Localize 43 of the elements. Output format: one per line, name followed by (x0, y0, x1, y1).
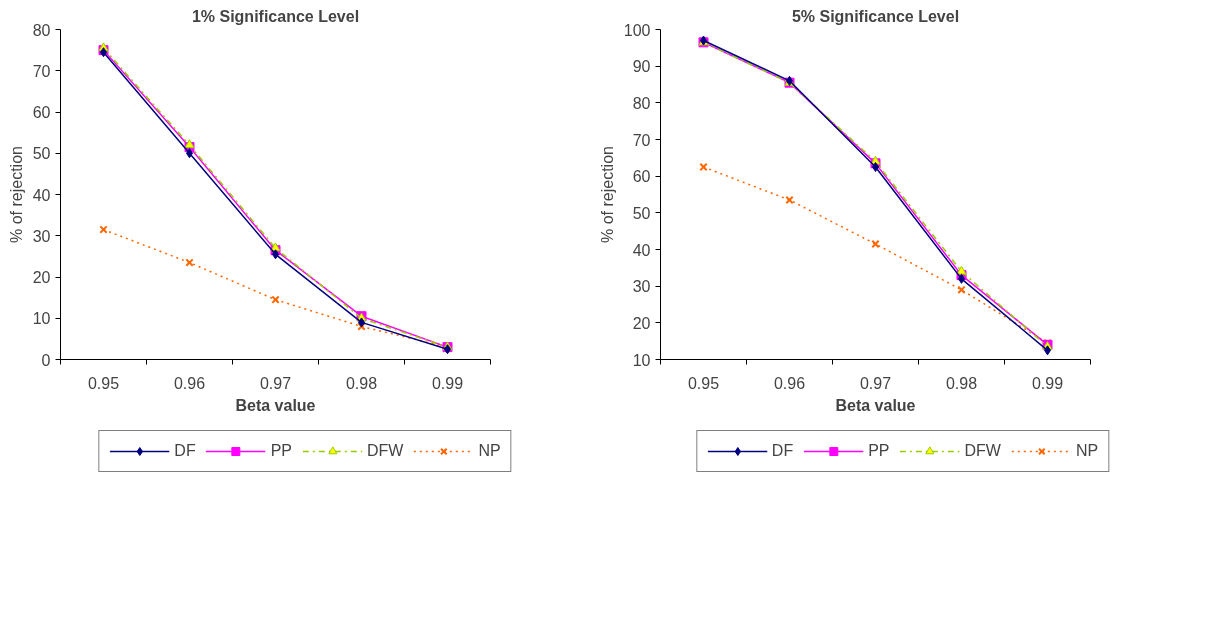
y-tick-label: 60 (632, 168, 651, 186)
y-tick-label: 40 (632, 241, 651, 259)
x-tick-label: 0.98 (345, 374, 378, 392)
legend-label: DFW (367, 442, 404, 460)
y-tick-label: 70 (32, 62, 51, 80)
x-tick-label: 0.97 (859, 374, 892, 392)
x-tick-label: 0.96 (773, 374, 806, 392)
y-tick-label: 60 (32, 104, 51, 121)
legend-label: PP (868, 442, 890, 460)
y-tick-label: 10 (32, 310, 51, 328)
y-tick-label: 0 (41, 351, 51, 369)
y-tick-label: 10 (632, 351, 651, 369)
y-axis-title: % of rejection (7, 146, 25, 243)
x-tick-label: 0.98 (945, 374, 978, 392)
y-tick-label: 20 (32, 269, 51, 286)
x-axis-title: Beta value (835, 396, 916, 414)
y-tick-label: 80 (32, 21, 51, 39)
legend-label: PP (270, 442, 292, 460)
y-tick-label: 70 (632, 131, 651, 149)
x-tick-label: 0.95 (87, 374, 120, 392)
x-tick-label: 0.99 (1031, 374, 1064, 392)
y-tick-label: 40 (32, 186, 51, 204)
y-tick-label: 50 (32, 145, 51, 163)
y-tick-label: 30 (32, 227, 51, 245)
legend-label: DFW (964, 442, 1001, 460)
chart-title: 1% Significance Level (191, 7, 360, 25)
x-tick-label: 0.99 (431, 374, 464, 392)
x-axis-title: Beta value (235, 396, 316, 414)
y-tick-label: 20 (632, 314, 651, 332)
y-tick-label: 100 (623, 21, 651, 39)
legend-label: NP (478, 442, 501, 460)
legend-label: DF (174, 442, 196, 460)
x-tick-label: 0.95 (687, 374, 720, 392)
x-tick-label: 0.96 (173, 374, 206, 392)
chart-title: 5% Significance Level (791, 7, 960, 25)
legend-label: DF (771, 442, 794, 460)
legend-label: NP (1075, 442, 1099, 460)
y-tick-label: 80 (632, 94, 651, 112)
x-tick-label: 0.97 (259, 374, 292, 392)
y-tick-label: 50 (632, 204, 651, 222)
y-tick-label: 90 (632, 58, 651, 76)
y-tick-label: 30 (632, 278, 651, 296)
y-axis-title: % of rejection (598, 146, 616, 243)
